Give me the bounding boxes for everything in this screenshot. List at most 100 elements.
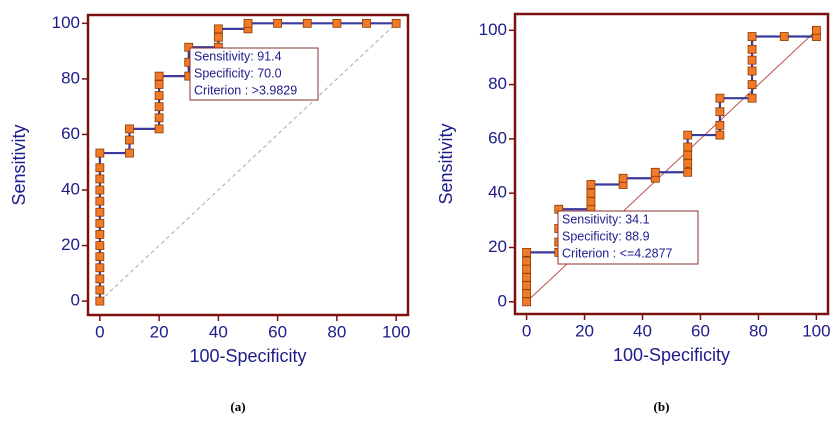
marker	[812, 25, 821, 35]
y-tick-label: 0	[498, 291, 507, 310]
marker	[586, 188, 596, 198]
marker	[273, 18, 283, 28]
marker	[154, 91, 164, 100]
y-tick-label: 80	[61, 68, 80, 87]
marker	[125, 124, 134, 134]
marker	[184, 42, 194, 52]
marker	[683, 130, 693, 140]
marker	[154, 102, 164, 112]
caption: (a)	[230, 399, 245, 414]
marker	[154, 71, 164, 81]
marker	[747, 55, 757, 65]
marker	[747, 80, 757, 89]
marker	[618, 173, 628, 183]
marker	[391, 18, 401, 28]
marker	[586, 180, 596, 189]
x-tick-label: 60	[691, 321, 710, 340]
annotation-line: Criterion : <=4.2877	[562, 246, 673, 260]
marker	[95, 185, 105, 195]
x-tick-label: 0	[522, 321, 531, 340]
marker	[522, 264, 531, 274]
marker	[95, 252, 105, 262]
marker	[95, 241, 105, 250]
marker	[125, 148, 134, 158]
annotation-box	[557, 210, 699, 265]
marker	[683, 150, 693, 160]
x-tick-label: 20	[150, 322, 169, 341]
x-axis-title: 100-Specificity	[613, 345, 730, 365]
marker	[522, 289, 531, 299]
marker	[95, 163, 105, 173]
marker	[747, 32, 757, 41]
marker	[715, 107, 725, 117]
marker	[95, 263, 105, 273]
annotation-line: Specificity: 88.9	[562, 229, 650, 243]
x-tick-label: 80	[749, 321, 768, 340]
marker	[95, 296, 105, 306]
marker	[683, 158, 693, 168]
marker	[95, 174, 105, 184]
y-tick-label: 60	[61, 124, 80, 143]
y-axis-title: Sensitivity	[436, 123, 456, 204]
marker	[154, 80, 164, 89]
annotation-line: Sensitivity: 91.4	[194, 49, 282, 63]
x-tick-label: 100	[802, 321, 830, 340]
marker	[243, 18, 253, 28]
y-tick-label: 40	[488, 183, 507, 202]
marker	[522, 281, 531, 290]
y-tick-label: 0	[71, 291, 80, 310]
marker	[332, 18, 342, 28]
marker	[522, 256, 531, 266]
marker	[95, 196, 105, 206]
marker	[154, 113, 164, 123]
y-tick-label: 20	[61, 235, 80, 254]
y-tick-label: 60	[488, 128, 507, 147]
marker	[683, 142, 693, 152]
x-tick-label: 40	[209, 322, 228, 341]
marker	[522, 272, 531, 282]
x-tick-label: 20	[575, 321, 594, 340]
marker	[154, 124, 164, 134]
marker	[95, 218, 105, 228]
marker	[715, 120, 725, 130]
reference-diagonal	[99, 22, 397, 302]
y-tick-label: 80	[488, 74, 507, 93]
marker	[362, 18, 371, 28]
x-tick-label: 80	[327, 322, 346, 341]
marker	[213, 32, 223, 42]
annotation-line: Sensitivity: 34.1	[562, 212, 650, 226]
marker	[747, 44, 757, 54]
marker	[522, 247, 531, 257]
y-tick-label: 20	[488, 237, 507, 256]
annotation-box	[189, 47, 319, 101]
chart-panel: 0 20 40 60 80 100 0 20 40 60 80 100 Sensitivity: 91.…	[9, 13, 411, 414]
marker	[779, 32, 789, 41]
marker	[95, 285, 105, 295]
y-tick-label: 40	[61, 179, 80, 198]
marker	[213, 24, 223, 34]
marker	[715, 93, 725, 103]
marker	[683, 167, 693, 177]
chart-panel: 0 20 40 60 80 100 0 20 40 60 80 100 Sensitivity: 34.…	[436, 12, 831, 414]
marker	[522, 297, 531, 307]
marker	[715, 130, 725, 140]
y-tick-label: 100	[479, 20, 507, 39]
x-axis-title: 100-Specificity	[189, 346, 306, 366]
marker	[747, 66, 757, 76]
annotation-line: Criterion : >3.9829	[194, 83, 297, 97]
marker	[125, 135, 134, 145]
marker	[95, 207, 105, 217]
x-tick-label: 100	[382, 322, 410, 341]
marker	[650, 167, 660, 177]
marker	[302, 18, 312, 28]
x-tick-label: 60	[268, 322, 287, 341]
caption: (b)	[654, 399, 670, 414]
marker	[95, 274, 105, 284]
marker	[586, 196, 596, 206]
x-tick-label: 40	[633, 321, 652, 340]
x-tick-label: 0	[95, 322, 104, 341]
plot-frame	[86, 13, 410, 317]
plot-frame	[513, 12, 830, 316]
annotation-line: Specificity: 70.0	[194, 66, 282, 80]
